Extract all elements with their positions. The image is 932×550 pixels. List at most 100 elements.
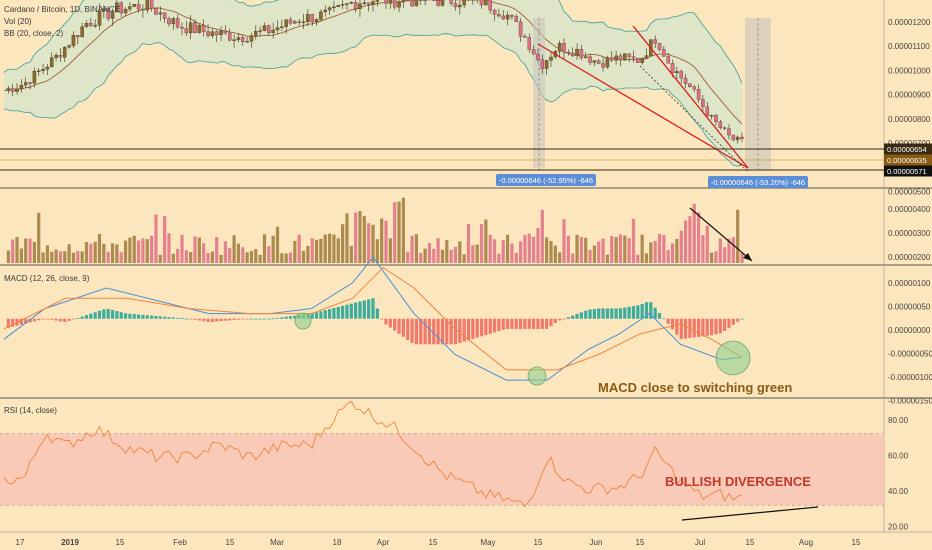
volume-bar bbox=[666, 250, 670, 263]
macd-histogram-bar bbox=[393, 318, 397, 331]
macd-histogram-bar bbox=[553, 318, 557, 323]
price-tick-label: 0.00000500 bbox=[888, 187, 931, 196]
volume-bar bbox=[15, 237, 19, 263]
candle bbox=[722, 127, 727, 129]
candle bbox=[636, 57, 640, 63]
volume-bar bbox=[19, 248, 23, 263]
volume-bar bbox=[202, 243, 206, 263]
candle bbox=[562, 43, 566, 53]
rsi-tick-label: 60.00 bbox=[888, 452, 909, 461]
macd-histogram-bar bbox=[106, 308, 110, 319]
candle bbox=[718, 121, 723, 128]
candle bbox=[497, 14, 501, 17]
volume-bar bbox=[714, 251, 718, 263]
candle bbox=[401, 0, 406, 3]
time-tick-label: 17 bbox=[16, 538, 25, 547]
volume-bar bbox=[380, 218, 384, 263]
macd-histogram-bar bbox=[736, 318, 740, 322]
macd-histogram-bar bbox=[41, 318, 45, 320]
macd-tick-label: -0.00000100 bbox=[888, 373, 932, 382]
time-tick-label: Aug bbox=[799, 538, 813, 547]
candle bbox=[557, 43, 562, 52]
volume-bar bbox=[154, 214, 158, 263]
candle bbox=[544, 60, 549, 69]
macd-histogram-bar bbox=[67, 318, 71, 321]
volume-bar bbox=[523, 234, 527, 263]
volume-bar bbox=[167, 233, 171, 263]
macd-histogram-bar bbox=[558, 318, 562, 321]
macd-histogram-bar bbox=[249, 318, 254, 320]
candle bbox=[310, 14, 314, 23]
macd-histogram-bar bbox=[176, 317, 180, 319]
macd-histogram-bar bbox=[423, 318, 427, 345]
macd-histogram-bar bbox=[696, 318, 701, 337]
volume-bar bbox=[466, 224, 471, 263]
volume-bar bbox=[432, 248, 436, 263]
rsi-tick-label: 20.00 bbox=[888, 523, 909, 532]
macd-histogram-bar bbox=[714, 318, 718, 335]
macd-histogram-bar bbox=[63, 318, 67, 323]
volume-tick-label: 0.00000300 bbox=[888, 229, 931, 238]
measure-label-box bbox=[708, 176, 808, 188]
candle bbox=[149, 0, 154, 9]
volume-bar bbox=[657, 233, 662, 263]
candle bbox=[28, 82, 32, 84]
macd-histogram-bar bbox=[705, 318, 709, 336]
price-label: 0.00000635 bbox=[887, 156, 927, 165]
volume-bar bbox=[536, 228, 540, 263]
volume-bar bbox=[223, 241, 227, 263]
volume-tick-label: 0.00000400 bbox=[888, 205, 931, 214]
volume-bar bbox=[575, 234, 579, 263]
candle bbox=[358, 3, 362, 9]
volume-bar bbox=[618, 234, 623, 263]
macd-histogram-bar bbox=[614, 308, 618, 319]
volume-bar bbox=[115, 244, 119, 263]
time-tick-label: 15 bbox=[746, 538, 755, 547]
candle bbox=[662, 49, 666, 57]
candle bbox=[314, 19, 319, 23]
volume-bar bbox=[158, 254, 162, 263]
macd-histogram-bar bbox=[406, 318, 410, 340]
candle bbox=[484, 0, 488, 6]
candle bbox=[301, 21, 306, 23]
volume-bar bbox=[293, 240, 297, 263]
volume-bar bbox=[553, 245, 557, 263]
candle bbox=[549, 56, 553, 61]
volume-bar bbox=[653, 241, 657, 263]
price-tick-label: 0.00001100 bbox=[888, 42, 930, 51]
volume-bar bbox=[254, 249, 258, 263]
volume-bar bbox=[701, 235, 705, 263]
macd-histogram-bar bbox=[701, 318, 705, 337]
candle bbox=[71, 35, 76, 46]
macd-histogram-bar bbox=[623, 307, 627, 319]
macd-histogram-bar bbox=[545, 318, 549, 329]
candle bbox=[167, 18, 171, 25]
candle bbox=[36, 70, 41, 72]
volume-bar bbox=[397, 201, 401, 263]
candle bbox=[518, 21, 523, 37]
candle bbox=[579, 49, 584, 59]
macd-histogram-bar bbox=[189, 318, 193, 320]
candle bbox=[384, 0, 388, 4]
macd-histogram-bar bbox=[475, 318, 479, 338]
volume-bar bbox=[180, 234, 184, 263]
time-tick-label: 18 bbox=[333, 538, 342, 547]
rsi-annotation: BULLISH DIVERGENCE bbox=[665, 474, 811, 489]
candle bbox=[679, 71, 683, 79]
wedge-upper-line bbox=[632, 25, 749, 169]
wedge-lower-line bbox=[537, 43, 749, 169]
candle bbox=[332, 6, 336, 9]
candle bbox=[89, 23, 93, 26]
macd-histogram-bar bbox=[453, 318, 458, 345]
macd-histogram-bar bbox=[262, 318, 267, 320]
macd-histogram-bar bbox=[223, 318, 227, 321]
macd-histogram-bar bbox=[349, 303, 353, 319]
volume-bar bbox=[371, 224, 375, 263]
candle bbox=[610, 57, 614, 61]
volume-bar bbox=[436, 238, 440, 263]
macd-histogram-bar bbox=[727, 318, 731, 328]
candle bbox=[102, 8, 106, 12]
macd-histogram-bar bbox=[605, 308, 610, 319]
candle bbox=[618, 55, 623, 61]
macd-histogram-bar bbox=[93, 312, 97, 319]
